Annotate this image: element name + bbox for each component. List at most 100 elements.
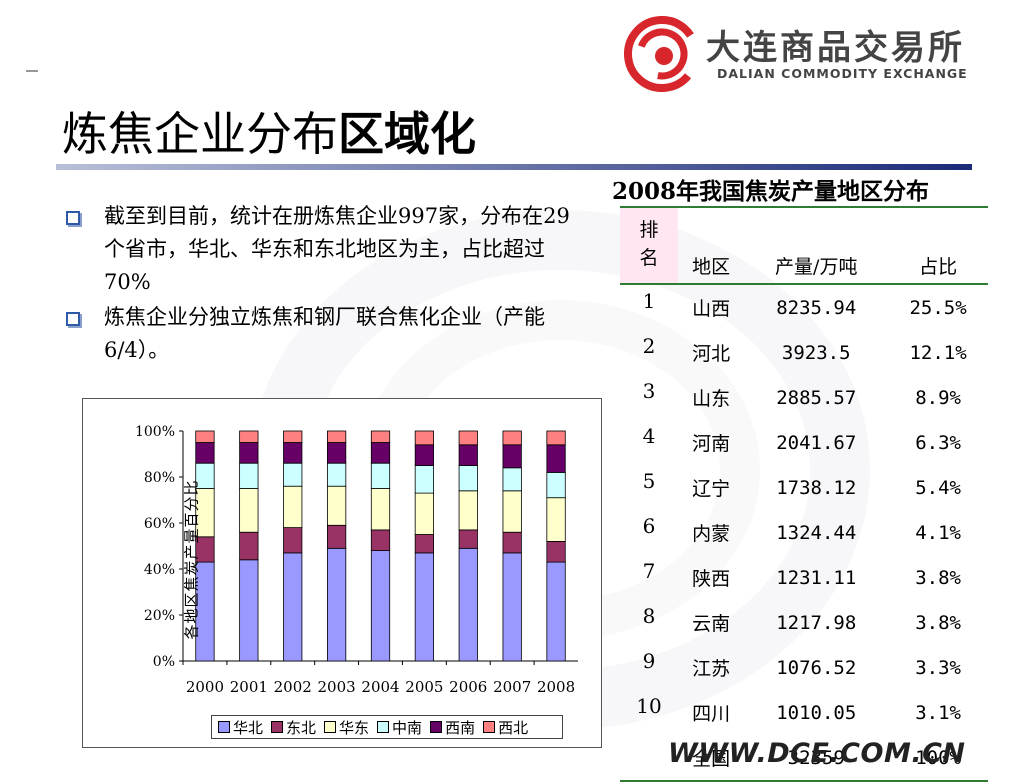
bar-segment <box>502 444 522 469</box>
cell-rank: 8 <box>642 604 656 628</box>
y-axis-title: 各地区焦炭产量百分比 <box>182 479 201 640</box>
square-bullet-icon <box>66 312 80 326</box>
cell-rank: 4 <box>642 424 656 448</box>
bar-segment <box>458 547 478 662</box>
bar-segment <box>370 442 391 464</box>
y-tick-label: 40% <box>144 562 175 578</box>
title-plain: 炼焦企业分布 <box>62 107 338 161</box>
cell-region: 河南 <box>692 433 731 455</box>
bar-segment <box>414 492 435 535</box>
cell-share: 12.1% <box>909 341 967 364</box>
cell-output: 1010.05 <box>776 701 857 724</box>
bar-segment <box>414 552 435 662</box>
header-rank: 排名 <box>620 207 678 284</box>
bar-segment <box>546 430 566 446</box>
bar-segment <box>546 540 566 563</box>
legend-swatch <box>218 721 230 733</box>
cell-rank: 1 <box>642 289 656 313</box>
bullet-item: 截至到目前，统计在册炼焦企业997家，分布在29个省市，华北、华东和东北地区为主… <box>58 200 588 299</box>
bar-segment <box>546 444 566 473</box>
table-row: 9 江苏 1076.52 3.3% <box>620 645 988 690</box>
table-row: 5 辽宁 1738.12 5.4% <box>620 465 988 510</box>
cell-rank: 2 <box>642 334 656 358</box>
bar-segment <box>283 552 303 662</box>
logo-english-text: DALIAN COMMODITY EXCHANGE <box>717 66 968 81</box>
cell-output: 2041.67 <box>776 431 857 454</box>
table-row: 2 河北 3923.5 12.1% <box>620 330 988 375</box>
cell-rank: 10 <box>636 694 662 718</box>
cell-share: 3.1% <box>915 701 961 724</box>
bar-segment <box>370 550 391 662</box>
bar-segment <box>239 559 259 662</box>
cell-share: 3.8% <box>915 611 961 634</box>
x-tick-label: 2006 <box>449 678 487 696</box>
bar-segment <box>414 430 435 446</box>
cell-share: 4.1% <box>915 521 961 544</box>
y-tick-label: 100% <box>135 424 175 440</box>
cell-rank: 7 <box>642 559 656 583</box>
chart-legend: 华北 东北 华东 中南 西南 西北 <box>211 715 563 739</box>
legend-swatch <box>483 721 496 733</box>
legend-label: 华北 <box>233 718 264 737</box>
bar-segment <box>283 462 303 487</box>
header-rank-label: 排名 <box>639 218 659 269</box>
bar-segment <box>326 462 347 487</box>
x-tick-label: 2001 <box>230 678 268 696</box>
y-tick-label: 80% <box>144 470 175 486</box>
bar-segment <box>458 430 478 446</box>
cell-output: 1738.12 <box>776 476 857 499</box>
table-row: 3 山东 2885.57 8.9% <box>620 375 988 420</box>
legend-item: 中南 <box>377 717 422 738</box>
cell-output: 32359 <box>787 746 845 769</box>
stacked-bar-chart: 0% 20% 40% 60% 80% 100% 2000 2001 2002 2003 2004 20… <box>82 398 602 748</box>
bullet-list: 截至到目前，统计在册炼焦企业997家，分布在29个省市，华北、华东和东北地区为主… <box>58 200 588 369</box>
bar-segment <box>326 485 347 526</box>
y-tick-label: 0% <box>153 654 175 670</box>
bar-segment <box>239 442 259 464</box>
chart-canvas: 0% 20% 40% 60% 80% 100% 2000 2001 2002 2003 2004 20… <box>135 424 578 696</box>
cell-rank: 6 <box>642 514 656 538</box>
bar-segment <box>370 529 391 551</box>
bar-segment <box>546 561 566 662</box>
x-tick-label: 2002 <box>274 678 312 696</box>
bar-segment <box>283 527 303 554</box>
bar-segment <box>414 444 435 466</box>
bar-segment <box>502 552 522 662</box>
bar-segment <box>370 430 391 443</box>
legend-label: 东北 <box>286 718 317 737</box>
bar-segment <box>458 490 478 531</box>
bar-segment <box>502 467 522 492</box>
cell-output: 3923.5 <box>781 341 851 364</box>
legend-label: 西北 <box>498 718 529 737</box>
table-row: 6 内蒙 1324.44 4.1% <box>620 510 988 555</box>
bar-segment <box>283 430 303 443</box>
x-tick-label: 2000 <box>186 678 224 696</box>
legend-swatch <box>271 721 284 733</box>
cell-output: 1076.52 <box>776 656 857 679</box>
cell-share: 25.5% <box>909 296 967 319</box>
y-tick-label: 20% <box>144 608 175 624</box>
legend-item: 西南 <box>430 717 475 738</box>
cell-share: 8.9% <box>915 386 961 409</box>
cell-region: 陕西 <box>692 568 731 590</box>
bar-segment <box>283 485 303 528</box>
table-row: 8 云南 1217.98 3.8% <box>620 600 988 645</box>
x-tick-label: 2003 <box>318 678 356 696</box>
bar-segment <box>502 490 522 533</box>
bar-segment <box>326 430 347 443</box>
cell-region: 全国 <box>692 748 731 770</box>
legend-item: 华北 <box>218 717 263 738</box>
cell-region: 云南 <box>692 613 731 635</box>
table-body: 1 山西 8235.94 25.5% 2 河北 3923.5 12.1% 3 山东 2885.57 8… <box>620 284 988 781</box>
bar-segment <box>414 465 435 494</box>
header-share: 占比 <box>919 256 958 278</box>
data-table: 排名 地区 产量/万吨 占比 1 山西 8235.94 25.5% 2 河北 3923.5 1… <box>620 206 988 782</box>
cell-output: 1231.11 <box>776 566 857 589</box>
bullet-item: 炼焦企业分独立炼焦和钢厂联合焦化企业（产能6/4）。 <box>58 301 588 367</box>
bullet-text: 炼焦企业分独立炼焦和钢厂联合焦化企业（产能6/4）。 <box>104 305 545 362</box>
bar-segment <box>326 442 347 464</box>
table-caption: 2008年我国焦炭产量地区分布 <box>612 178 930 205</box>
x-tick-label: 2007 <box>493 678 531 696</box>
logo-chinese-text: 大连商品交易所 <box>706 28 965 68</box>
header-region: 地区 <box>692 256 731 278</box>
